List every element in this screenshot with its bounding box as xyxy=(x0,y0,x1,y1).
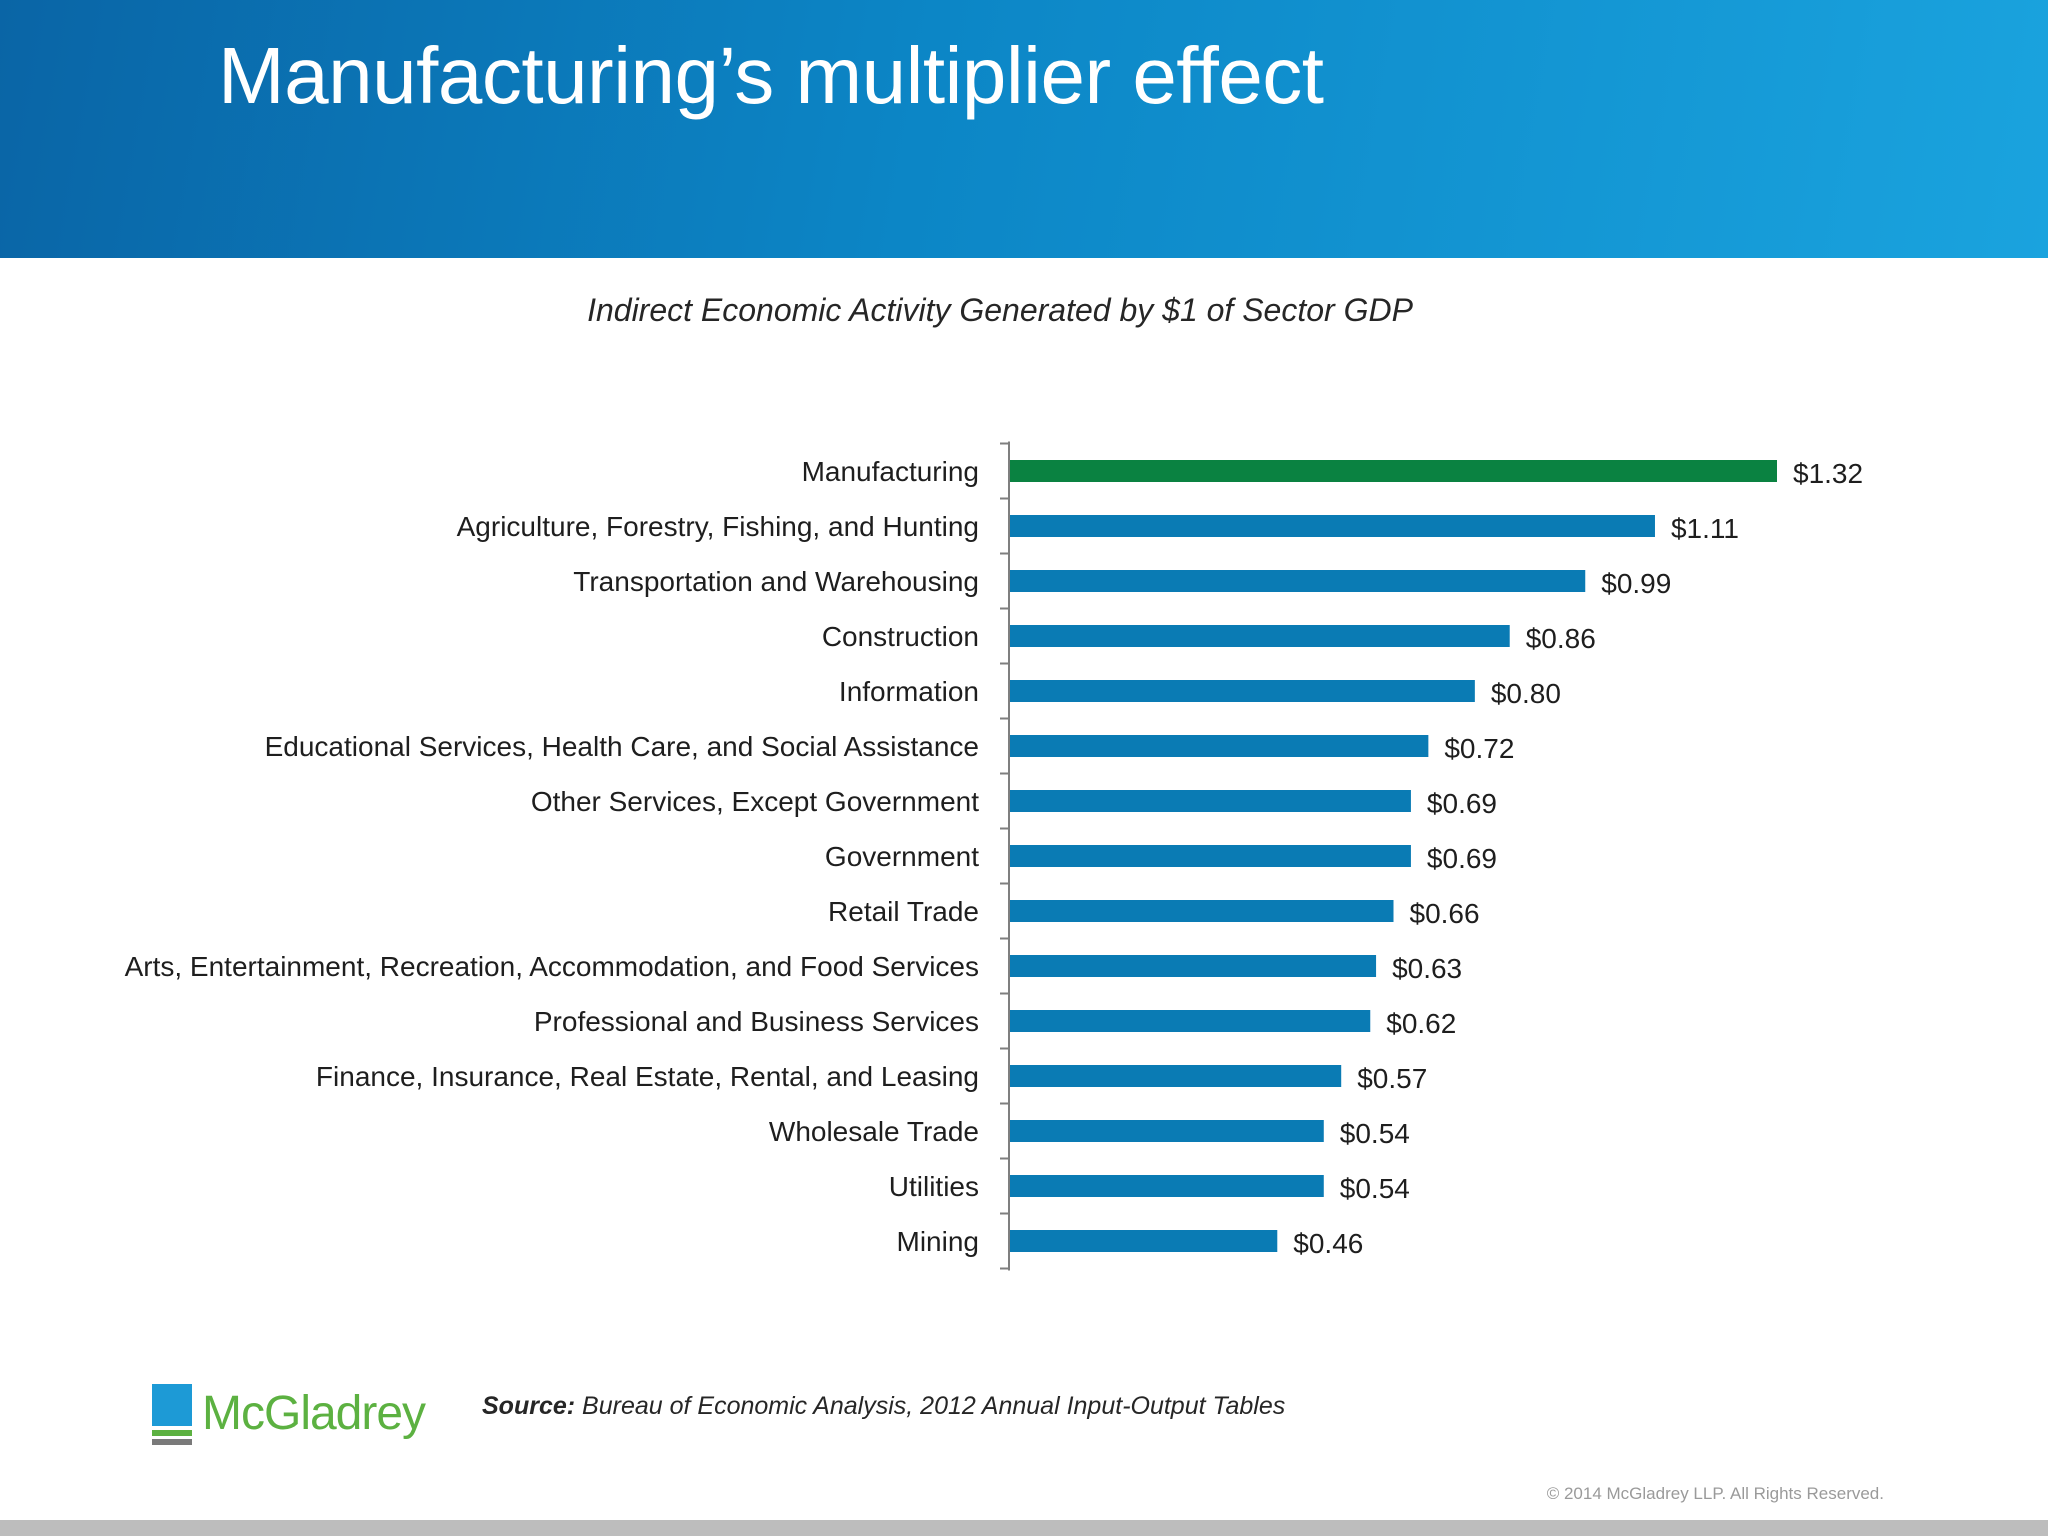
value-label: $0.54 xyxy=(1340,1173,1410,1204)
category-label: Utilities xyxy=(889,1171,979,1202)
bar xyxy=(1010,1120,1324,1142)
bar xyxy=(1010,1230,1278,1252)
bar xyxy=(1010,1010,1371,1032)
value-label: $0.46 xyxy=(1293,1228,1363,1259)
category-label: Finance, Insurance, Real Estate, Rental,… xyxy=(316,1061,979,1092)
category-label: Other Services, Except Government xyxy=(531,786,979,817)
value-label: $0.69 xyxy=(1427,843,1497,874)
copyright-notice: © 2014 McGladrey LLP. All Rights Reserve… xyxy=(1546,1484,1884,1503)
category-label: Government xyxy=(825,841,979,872)
bar xyxy=(1010,680,1475,702)
footer-bar xyxy=(0,1520,2048,1536)
category-label: Wholesale Trade xyxy=(769,1116,979,1147)
logo-mark-icon xyxy=(152,1384,192,1445)
bar xyxy=(1010,955,1377,977)
bar xyxy=(1010,460,1777,482)
header-banner: Manufacturing’s multiplier effect xyxy=(0,0,2048,258)
source-note: Source: Bureau of Economic Analysis, 201… xyxy=(482,1392,1285,1421)
value-label: $0.66 xyxy=(1410,898,1480,929)
value-label: $0.86 xyxy=(1526,623,1596,654)
logo-wordmark: McGladrey xyxy=(202,1387,426,1440)
bar xyxy=(1010,735,1429,757)
value-label: $0.54 xyxy=(1340,1118,1410,1149)
bar xyxy=(1010,845,1411,867)
value-label: $0.72 xyxy=(1444,733,1514,764)
value-label: $0.62 xyxy=(1386,1008,1456,1039)
category-label: Manufacturing xyxy=(802,456,979,487)
value-label: $0.80 xyxy=(1491,678,1561,709)
category-label: Construction xyxy=(822,621,979,652)
source-label: Source: xyxy=(482,1392,576,1420)
category-label: Arts, Entertainment, Recreation, Accommo… xyxy=(125,951,979,982)
bar-chart: Manufacturing $1.32 Agriculture, Forestry,… xyxy=(125,441,1863,1271)
bar xyxy=(1010,790,1411,812)
category-label: Educational Services, Health Care, and S… xyxy=(265,731,979,762)
category-label: Information xyxy=(839,676,979,707)
category-label: Retail Trade xyxy=(828,896,979,927)
category-label: Professional and Business Services xyxy=(534,1006,979,1037)
company-logo: McGladrey xyxy=(152,1384,442,1450)
value-label: $1.11 xyxy=(1671,513,1739,544)
category-label: Mining xyxy=(897,1226,979,1257)
bar xyxy=(1010,1065,1342,1087)
value-label: $0.99 xyxy=(1601,568,1671,599)
value-label: $0.63 xyxy=(1392,953,1462,984)
value-label: $0.69 xyxy=(1427,788,1497,819)
value-label: $0.57 xyxy=(1357,1063,1427,1094)
bar xyxy=(1010,570,1586,592)
chart-title: Indirect Economic Activity Generated by … xyxy=(587,292,1413,328)
category-label: Agriculture, Forestry, Fishing, and Hunt… xyxy=(457,511,979,542)
bar xyxy=(1010,900,1394,922)
page-title: Manufacturing’s multiplier effect xyxy=(218,31,1324,120)
bar xyxy=(1010,1175,1324,1197)
bar xyxy=(1010,625,1510,647)
bar xyxy=(1010,515,1655,537)
source-text: Bureau of Economic Analysis, 2012 Annual… xyxy=(575,1392,1286,1420)
value-label: $1.32 xyxy=(1793,458,1863,489)
category-label: Transportation and Warehousing xyxy=(573,566,979,597)
